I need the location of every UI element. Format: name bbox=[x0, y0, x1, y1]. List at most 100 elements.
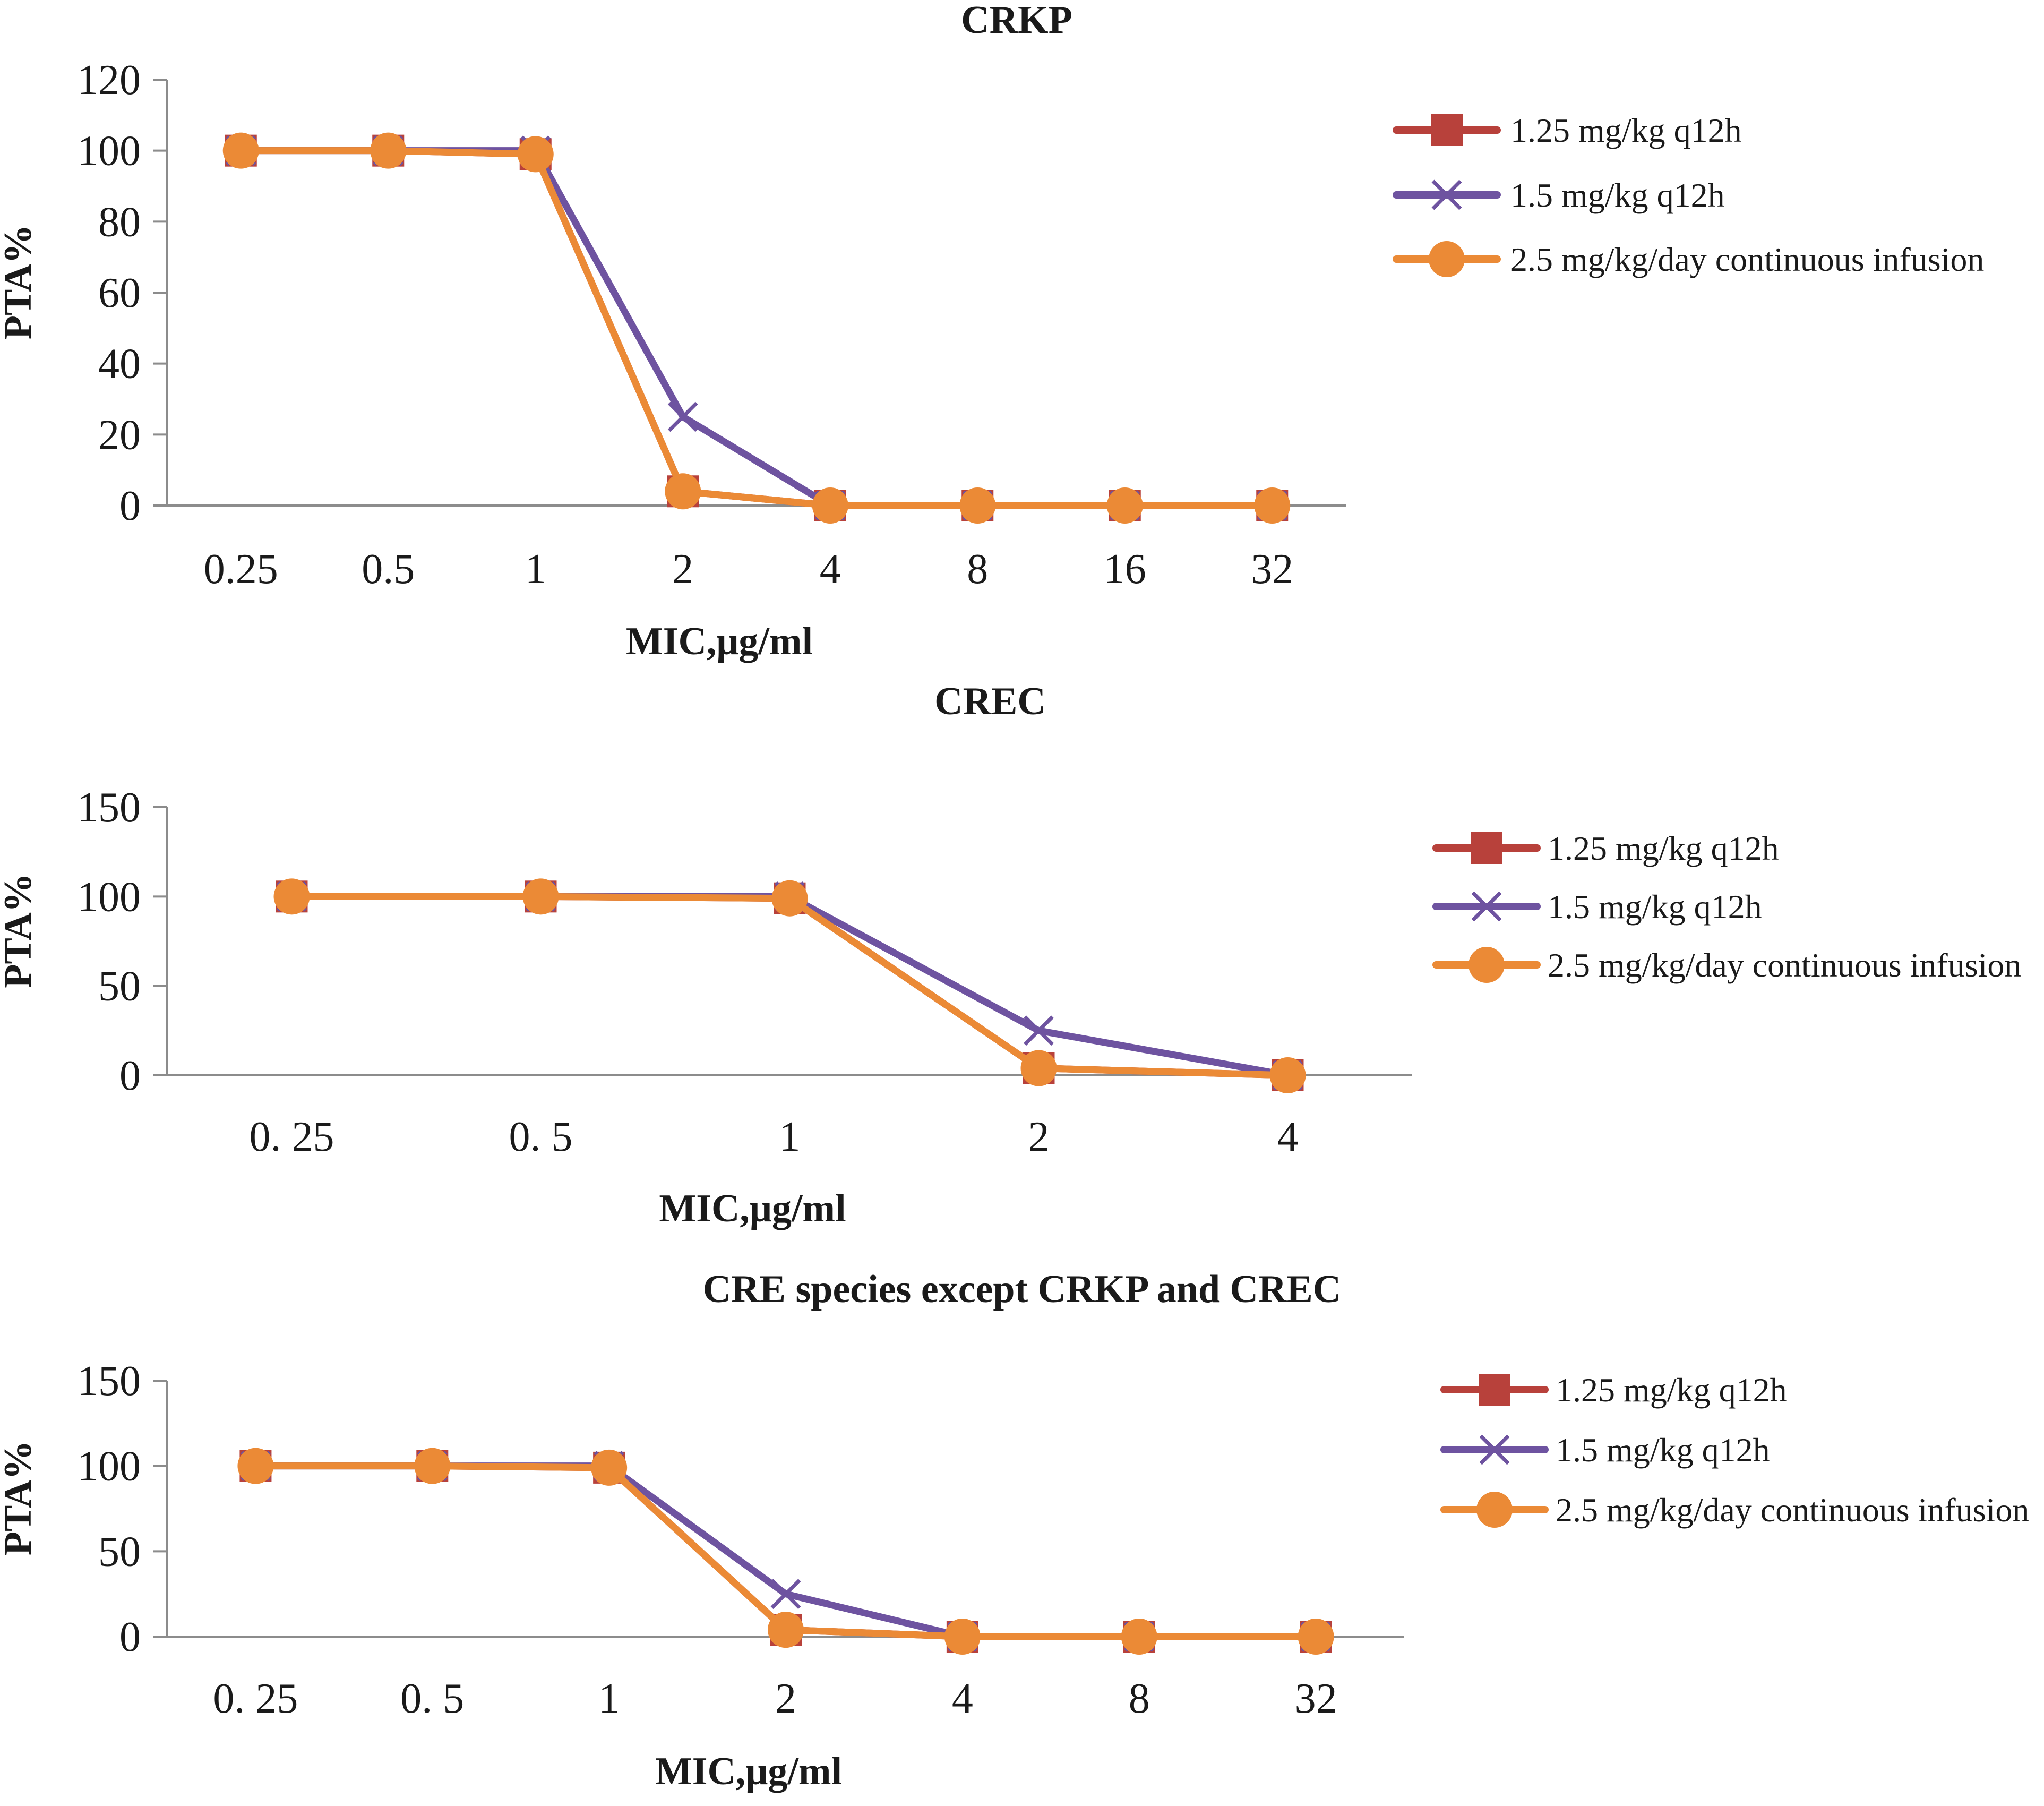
x-tick-label: 0.5 bbox=[362, 546, 415, 593]
legend-label: 1.25 mg/kg q12h bbox=[1548, 829, 1779, 867]
x-tick-label: 2 bbox=[672, 546, 693, 593]
data-point bbox=[667, 401, 698, 432]
data-point bbox=[768, 1612, 804, 1648]
x-tick-label: 8 bbox=[967, 546, 988, 593]
y-tick-label: 150 bbox=[77, 784, 141, 831]
data-point bbox=[944, 1619, 981, 1655]
y-axis-title: PTA% bbox=[0, 225, 40, 340]
data-point bbox=[959, 487, 996, 524]
y-tick-label: 80 bbox=[98, 199, 141, 245]
y-tick-label: 100 bbox=[77, 128, 141, 175]
y-tick-label: 0 bbox=[119, 483, 141, 529]
x-tick-label: 2 bbox=[775, 1675, 796, 1722]
chart-2: CREC 0 50 100 150 0. 25 0. 5 1 2 4 MIC,μg/ml PTA% 1.… bbox=[0, 680, 2021, 1230]
data-point bbox=[770, 1579, 801, 1610]
chart-3: CRE species except CRKP and CREC 0 50 100 15… bbox=[0, 1268, 2029, 1793]
y-tick-label: 20 bbox=[98, 412, 141, 458]
x-tick-label: 4 bbox=[820, 546, 841, 593]
x-tick-label: 2 bbox=[1028, 1114, 1050, 1160]
y-tick-label: 0 bbox=[119, 1052, 141, 1099]
data-point bbox=[237, 1448, 274, 1484]
x-tick-label: 32 bbox=[1295, 1675, 1337, 1722]
data-point bbox=[1298, 1619, 1334, 1655]
series-3 bbox=[237, 1448, 1334, 1655]
series-3 bbox=[222, 132, 1291, 524]
legend-label: 2.5 mg/kg/day continuous infusion bbox=[1510, 241, 1984, 278]
y-tick-label: 50 bbox=[98, 1528, 141, 1575]
y-tick-label: 50 bbox=[98, 963, 141, 1010]
series-line bbox=[237, 147, 1276, 509]
data-point bbox=[771, 880, 808, 917]
series-2 bbox=[226, 135, 1287, 521]
x-tick-label: 1 bbox=[598, 1675, 620, 1722]
legend-marker bbox=[1431, 114, 1463, 146]
x-axis-title: MIC,μg/ml bbox=[626, 620, 813, 663]
data-point bbox=[1024, 1015, 1054, 1046]
x-axis-title: MIC,μg/ml bbox=[655, 1750, 842, 1793]
legend-label: 2.5 mg/kg/day continuous infusion bbox=[1556, 1491, 2029, 1529]
series-line bbox=[288, 893, 1291, 1079]
legend-marker bbox=[1429, 241, 1465, 277]
data-point bbox=[222, 132, 259, 169]
y-tick-label: 40 bbox=[98, 341, 141, 388]
data-point bbox=[665, 473, 701, 510]
chart-1: CRKP 0 20 40 60 80 100 120 0.25 0.5 1 2 4 8 16 32 MIC,μg… bbox=[0, 0, 1984, 663]
data-point bbox=[1106, 487, 1143, 524]
data-point bbox=[1254, 487, 1291, 524]
legend-label: 1.25 mg/kg q12h bbox=[1510, 112, 1742, 149]
chart-title: CREC bbox=[934, 680, 1046, 723]
x-tick-label: 8 bbox=[1129, 1675, 1150, 1722]
x-tick-label: 4 bbox=[1277, 1114, 1299, 1160]
data-point bbox=[591, 1449, 628, 1486]
data-point bbox=[812, 487, 848, 524]
data-point bbox=[273, 878, 310, 915]
y-tick-label: 100 bbox=[77, 874, 141, 920]
data-point bbox=[517, 136, 554, 173]
y-tick-label: 100 bbox=[77, 1443, 141, 1490]
x-tick-label: 0. 5 bbox=[400, 1675, 464, 1722]
legend-marker bbox=[1468, 947, 1505, 983]
data-point bbox=[414, 1448, 451, 1484]
legend-marker bbox=[1476, 1492, 1513, 1528]
legend: 1.25 mg/kg q12h 1.5 mg/kg q12h 2.5 mg/kg/d… bbox=[1440, 1371, 2029, 1529]
series-line bbox=[252, 1462, 1320, 1640]
series-3 bbox=[273, 878, 1306, 1093]
legend-marker bbox=[1431, 179, 1462, 210]
x-tick-label: 0. 25 bbox=[250, 1114, 334, 1160]
x-tick-label: 4 bbox=[952, 1675, 973, 1722]
x-tick-label: 0.25 bbox=[204, 546, 278, 593]
series-line bbox=[252, 1462, 1320, 1640]
x-axis-title: MIC,μg/ml bbox=[659, 1187, 846, 1230]
x-tick-label: 1 bbox=[525, 546, 546, 593]
series-line bbox=[237, 147, 1276, 509]
y-tick-label: 60 bbox=[98, 270, 141, 316]
y-tick-label: 0 bbox=[119, 1614, 141, 1661]
data-point bbox=[522, 878, 559, 915]
legend-label: 1.25 mg/kg q12h bbox=[1556, 1371, 1787, 1409]
legend-label: 1.5 mg/kg q12h bbox=[1510, 176, 1725, 214]
legend-marker bbox=[1471, 832, 1502, 864]
legend-marker bbox=[1471, 891, 1502, 922]
legend: 1.25 mg/kg q12h 1.5 mg/kg q12h 2.5 mg/kg/d… bbox=[1393, 112, 1984, 278]
legend: 1.25 mg/kg q12h 1.5 mg/kg q12h 2.5 mg/kg/d… bbox=[1432, 829, 2021, 984]
y-axis-title: PTA% bbox=[0, 1441, 40, 1556]
data-point bbox=[1121, 1619, 1157, 1655]
data-point bbox=[370, 132, 407, 169]
data-point bbox=[1020, 1050, 1057, 1086]
y-tick-label: 150 bbox=[77, 1358, 141, 1405]
series-line bbox=[237, 147, 1276, 509]
legend-label: 1.5 mg/kg q12h bbox=[1548, 888, 1762, 926]
x-tick-label: 0. 25 bbox=[213, 1675, 298, 1722]
legend-label: 2.5 mg/kg/day continuous infusion bbox=[1548, 946, 2021, 984]
chart-title: CRKP bbox=[961, 0, 1072, 42]
legend-marker bbox=[1479, 1434, 1510, 1465]
x-tick-label: 16 bbox=[1104, 546, 1146, 593]
y-axis-title: PTA% bbox=[0, 873, 40, 988]
x-tick-label: 1 bbox=[779, 1114, 801, 1160]
legend-marker bbox=[1479, 1374, 1510, 1406]
x-tick-label: 0. 5 bbox=[509, 1114, 573, 1160]
y-tick-label: 120 bbox=[77, 57, 141, 104]
x-tick-label: 32 bbox=[1251, 546, 1293, 593]
